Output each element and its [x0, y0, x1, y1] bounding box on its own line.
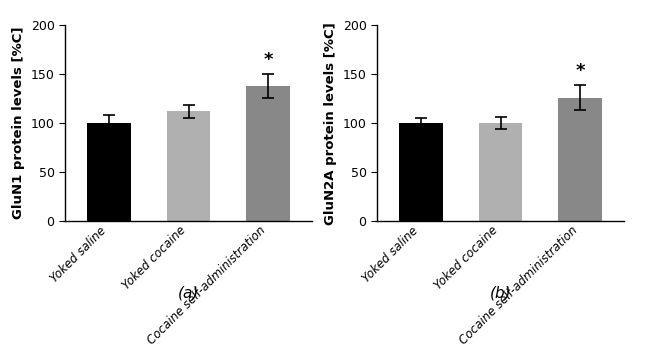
- Text: *: *: [263, 51, 273, 69]
- Bar: [246, 86, 290, 221]
- Text: *: *: [575, 62, 585, 80]
- Y-axis label: GluN1 protein levels [%C]: GluN1 protein levels [%C]: [12, 27, 25, 220]
- Y-axis label: GluN2A protein levels [%C]: GluN2A protein levels [%C]: [324, 22, 337, 225]
- Bar: [399, 123, 443, 221]
- Text: (b): (b): [489, 286, 512, 301]
- Bar: [166, 111, 211, 221]
- Bar: [478, 123, 523, 221]
- Bar: [87, 123, 131, 221]
- Text: (a): (a): [178, 286, 199, 301]
- Bar: [558, 97, 602, 221]
